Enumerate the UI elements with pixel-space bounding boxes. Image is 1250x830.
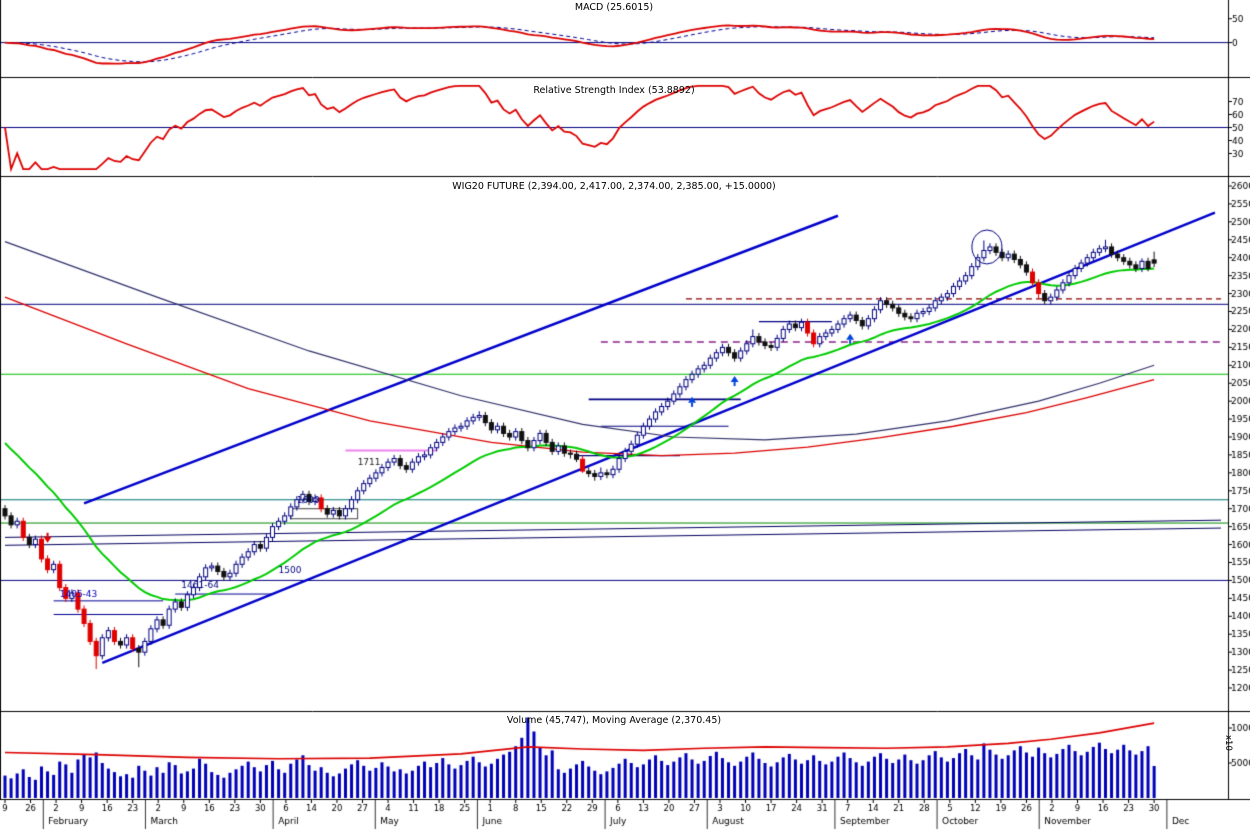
price-panel-title: WIG20 FUTURE (2,394.00, 2,417.00, 2,374.… <box>452 181 776 192</box>
volume-panel-title: Volume (45,747), Moving Average (2,370.4… <box>506 715 722 726</box>
rsi-panel-title: Relative Strength Index (53.8892) <box>533 85 695 96</box>
macd-panel-title: MACD (25.6015) <box>574 2 654 13</box>
volume-scale-note: x10 <box>1223 735 1233 751</box>
